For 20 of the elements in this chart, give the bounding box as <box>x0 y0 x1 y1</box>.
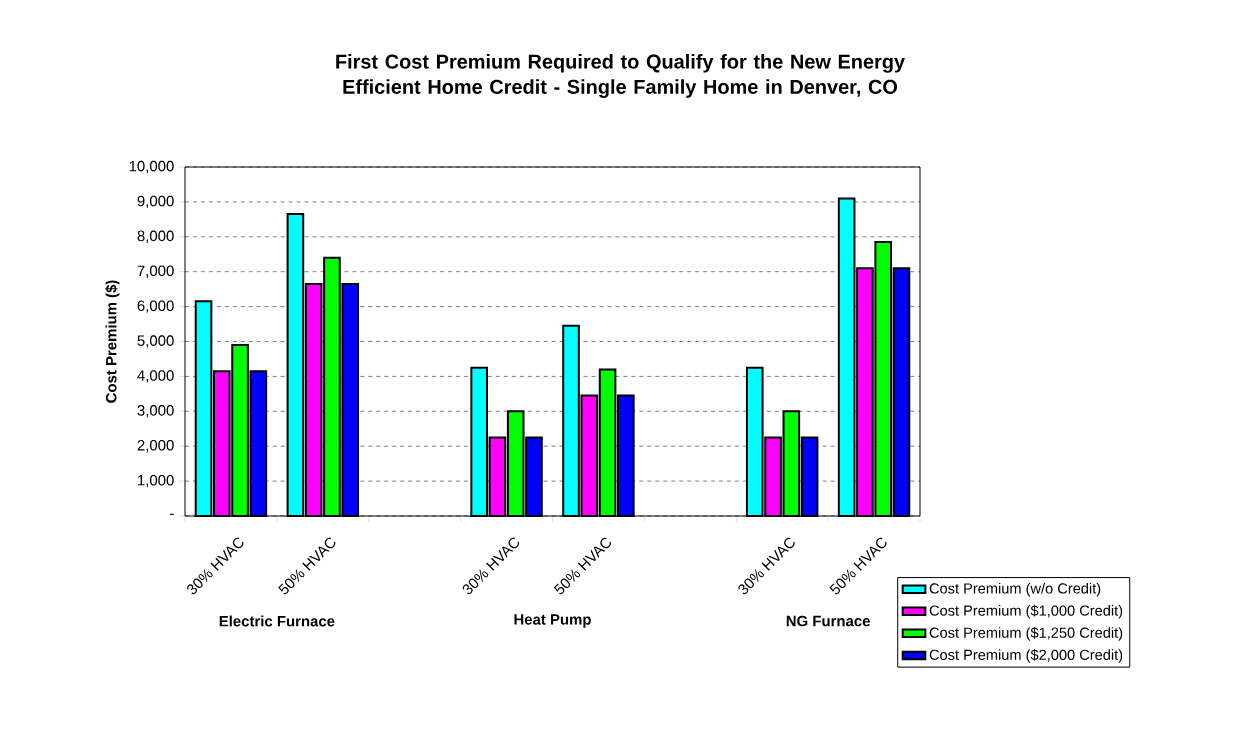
y-tick-label: 10,000 <box>129 160 174 174</box>
y-tick-label: - <box>170 513 174 515</box>
y-tick-label: 2,000 <box>137 440 174 453</box>
legend-label: Cost Premium (w/o Credit) <box>929 582 1101 597</box>
y-tick-label: 3,000 <box>137 405 174 418</box>
text: NG Furnace <box>786 615 870 627</box>
y-tick-label: 4,000 <box>137 370 174 383</box>
y-tick-label: 8,000 <box>137 230 174 243</box>
y-axis-title: Cost Premium ($) <box>105 280 120 403</box>
y-tick-label: 7,000 <box>137 265 174 278</box>
text: Electric Furnace <box>219 615 335 627</box>
chart-title: First Cost Premium Required to Qualify for the New Energy Efficient Home Credit - Single Family Home in Denver, CO <box>336 54 905 98</box>
y-tick-label: 1,000 <box>138 474 174 488</box>
y-tick-label: 9,000 <box>137 195 174 209</box>
legend-label: Cost Premium ($2,000 Credit) <box>929 649 1123 663</box>
text: Heat Pump <box>514 614 591 628</box>
y-tick-label: 6,000 <box>137 300 174 313</box>
legend-label: Cost Premium ($1,250 Credit) <box>929 626 1123 641</box>
legend-label: Cost Premium ($1,000 Credit) <box>929 604 1123 619</box>
y-tick-label: 5,000 <box>137 335 174 348</box>
